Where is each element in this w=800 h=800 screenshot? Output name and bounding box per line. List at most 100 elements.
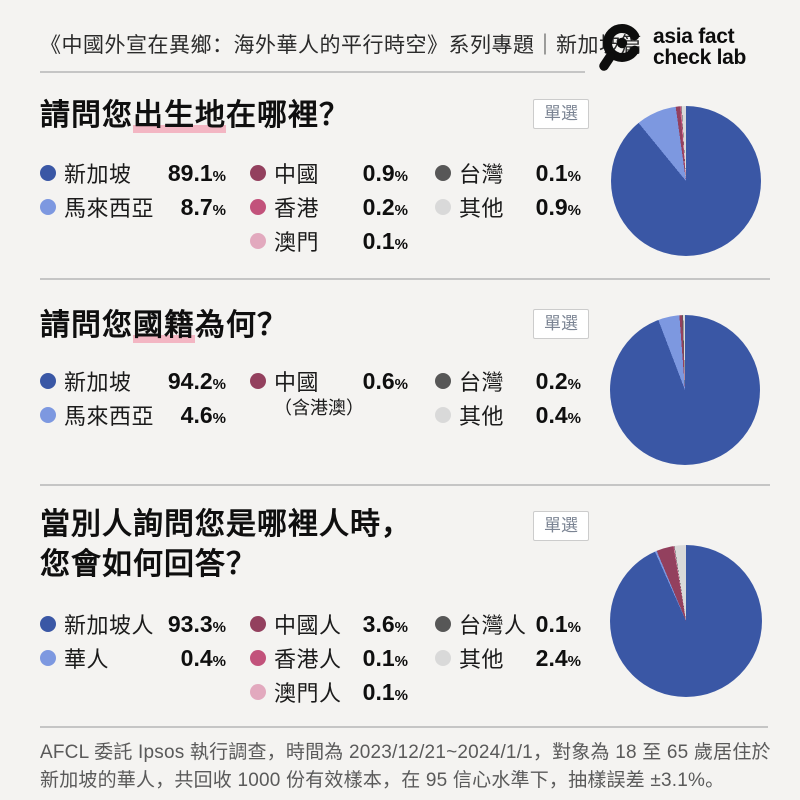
survey-methodology-note: AFCL 委託 Ipsos 執行調查，時間為 2023/12/21~2024/1…: [40, 739, 771, 795]
pie-chart-question-1: [611, 106, 761, 256]
legend-column: 中國 0.6% （含港澳）: [250, 364, 408, 418]
legend-label: 香港: [274, 196, 320, 221]
legend-label: 馬來西亞: [64, 404, 155, 429]
legend-label: 中國人: [274, 613, 342, 638]
legend-label: 馬來西亞: [64, 196, 155, 221]
percent-sign: %: [394, 167, 408, 185]
question-3-title-line2: 您會如何回答？: [40, 548, 257, 581]
legend-label: 台灣: [459, 162, 505, 187]
legend-column: 台灣 0.1% 其他 0.9%: [435, 156, 581, 224]
question-2-title-pre: 請問您: [40, 309, 133, 342]
percent-sign: %: [212, 201, 226, 219]
question-1-title-highlight: 出生地: [133, 99, 226, 133]
legend-label: 新加坡: [64, 370, 132, 395]
legend-item: 澳門 0.1%: [250, 224, 408, 258]
question-2-title-highlight: 國籍: [133, 309, 195, 343]
percent-sign: %: [567, 201, 581, 219]
legend-label: 香港人: [274, 647, 342, 672]
legend-color-dot: [40, 407, 56, 423]
legend-color-dot: [250, 199, 266, 215]
question-1-title-post: 在哪裡？: [226, 99, 350, 132]
legend-color-dot: [40, 650, 56, 666]
legend-value: 0.2%: [362, 193, 408, 220]
percent-sign: %: [567, 167, 581, 185]
legend-color-dot: [40, 373, 56, 389]
question-1-title-pre: 請問您: [40, 99, 133, 132]
legend-label: 中國: [274, 370, 320, 395]
section-divider: [40, 484, 770, 486]
legend-color-dot: [435, 650, 451, 666]
section-divider: [40, 278, 770, 280]
legend-color-dot: [250, 684, 266, 700]
legend-item: 香港人 0.1%: [250, 641, 408, 675]
legend-label: 其他: [459, 404, 505, 429]
legend-color-dot: [250, 233, 266, 249]
legend-item: 其他 0.9%: [435, 190, 581, 224]
legend-column: 新加坡 89.1% 馬來西亞 8.7%: [40, 156, 226, 224]
legend-item: 華人 0.4%: [40, 641, 226, 675]
legend-value: 4.6%: [180, 401, 226, 428]
legend-label: 其他: [459, 196, 505, 221]
legend-column: 台灣 0.2% 其他 0.4%: [435, 364, 581, 432]
legend-value: 89.1%: [167, 159, 226, 186]
legend-value: 0.1%: [535, 610, 581, 637]
percent-sign: %: [394, 686, 408, 704]
legend-column: 中國 0.9% 香港 0.2% 澳門 0.1%: [250, 156, 408, 258]
legend-item: 台灣 0.2%: [435, 364, 581, 398]
legend-item: 台灣人 0.1%: [435, 607, 581, 641]
legend-value: 8.7%: [180, 193, 226, 220]
legend-label: 新加坡: [64, 162, 132, 187]
legend-color-dot: [435, 407, 451, 423]
legend-color-dot: [40, 165, 56, 181]
legend-item: 香港 0.2%: [250, 190, 408, 224]
legend-value: 2.4%: [535, 644, 581, 671]
legend-value: 0.9%: [362, 159, 408, 186]
legend-item: 澳門人 0.1%: [250, 675, 408, 709]
legend-color-dot: [435, 199, 451, 215]
survey-methodology-line2: 新加坡的華人，共回收 1000 份有效樣本，在 95 信心水準下，抽樣誤差 ±3…: [40, 770, 725, 791]
brand-logo-text: asia fact check lab: [653, 26, 746, 68]
legend-value: 94.2%: [167, 367, 226, 394]
percent-sign: %: [567, 409, 581, 427]
question-2-title: 請問您國籍為何？: [40, 306, 288, 346]
legend-color-dot: [250, 650, 266, 666]
percent-sign: %: [212, 409, 226, 427]
pie-chart-question-3: [610, 545, 762, 697]
legend-color-dot: [250, 616, 266, 632]
single-choice-badge: 單選: [533, 309, 589, 339]
legend-value: 0.4%: [180, 644, 226, 671]
percent-sign: %: [394, 375, 408, 393]
percent-sign: %: [212, 167, 226, 185]
legend-color-dot: [40, 199, 56, 215]
legend-color-dot: [435, 373, 451, 389]
legend-column: 中國人 3.6% 香港人 0.1% 澳門人 0.1%: [250, 607, 408, 709]
legend-item: 馬來西亞 8.7%: [40, 190, 226, 224]
legend-label: 華人: [64, 647, 110, 672]
legend-item: 台灣 0.1%: [435, 156, 581, 190]
percent-sign: %: [212, 375, 226, 393]
legend-label: 中國: [274, 162, 320, 187]
legend-label: 台灣人: [459, 613, 527, 638]
single-choice-badge: 單選: [533, 511, 589, 541]
legend-value: 0.1%: [535, 159, 581, 186]
percent-sign: %: [394, 235, 408, 253]
question-1-title: 請問您出生地在哪裡？: [40, 96, 350, 136]
footer-divider: [40, 726, 768, 728]
page-title: 《中國外宣在異鄉：海外華人的平行時空》系列專題｜新加坡篇: [40, 34, 642, 57]
legend-value: 3.6%: [362, 610, 408, 637]
legend-label: 新加坡人: [64, 613, 155, 638]
legend-label: 澳門: [274, 230, 320, 255]
legend-column: 台灣人 0.1% 其他 2.4%: [435, 607, 581, 675]
legend-item: 新加坡 89.1%: [40, 156, 226, 190]
single-choice-badge: 單選: [533, 99, 589, 129]
brand-logo-line1: asia fact: [653, 25, 735, 48]
legend-color-dot: [435, 616, 451, 632]
legend-item: 中國 0.6%: [250, 364, 408, 398]
legend-label: 澳門人: [274, 681, 342, 706]
legend-value: 0.4%: [535, 401, 581, 428]
magnifier-icon: [598, 20, 644, 74]
percent-sign: %: [394, 652, 408, 670]
pie-chart-question-2: [610, 315, 760, 465]
question-3-title-line1: 當別人詢問您是哪裡人時，: [40, 508, 412, 541]
